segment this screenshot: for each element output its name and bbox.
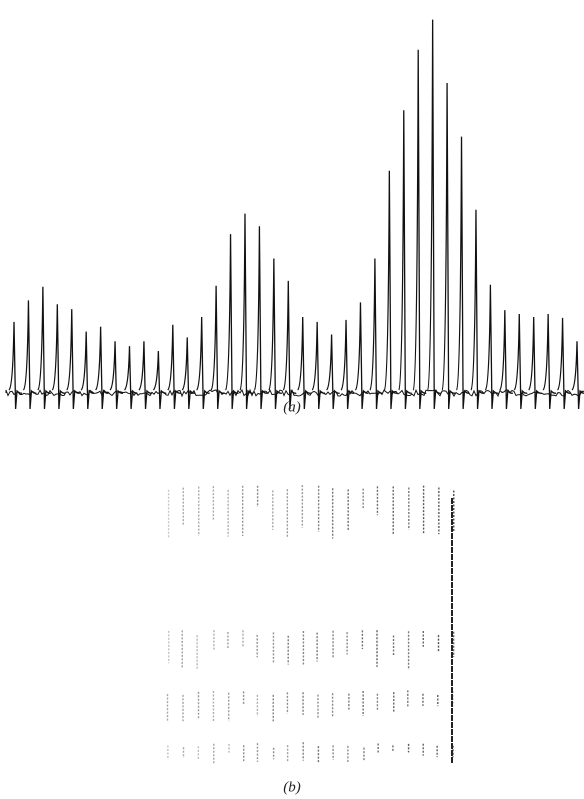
peak	[139, 341, 152, 409]
peak	[283, 281, 296, 409]
panel-label: (a)	[283, 399, 301, 415]
peak	[153, 351, 166, 409]
peak	[457, 137, 470, 409]
peak	[572, 341, 584, 409]
panel-b	[168, 485, 454, 764]
peak	[514, 314, 527, 409]
peak	[81, 332, 94, 409]
peak	[558, 318, 571, 409]
peak	[500, 310, 513, 409]
peak	[384, 171, 397, 409]
peak	[240, 214, 253, 409]
peak	[269, 258, 282, 409]
peak	[52, 304, 65, 409]
peak	[124, 346, 137, 409]
peak	[355, 302, 368, 409]
peak	[428, 20, 441, 409]
peak	[226, 234, 239, 409]
panel-label: (b)	[283, 779, 301, 795]
peak	[327, 335, 340, 410]
figure: (a) (b)	[0, 0, 584, 799]
peak	[23, 300, 36, 409]
peak	[67, 309, 80, 409]
peak	[9, 322, 22, 409]
peak	[254, 226, 267, 409]
peak	[370, 258, 383, 409]
peak	[312, 322, 325, 409]
peak	[413, 50, 426, 409]
peak	[399, 110, 412, 409]
peak	[341, 320, 354, 409]
peak	[182, 337, 195, 409]
peak	[442, 83, 455, 409]
panel-a	[6, 20, 584, 409]
peak	[168, 325, 181, 409]
peak	[96, 327, 109, 409]
peak	[471, 210, 484, 409]
peak	[110, 341, 123, 409]
peak	[529, 317, 542, 409]
